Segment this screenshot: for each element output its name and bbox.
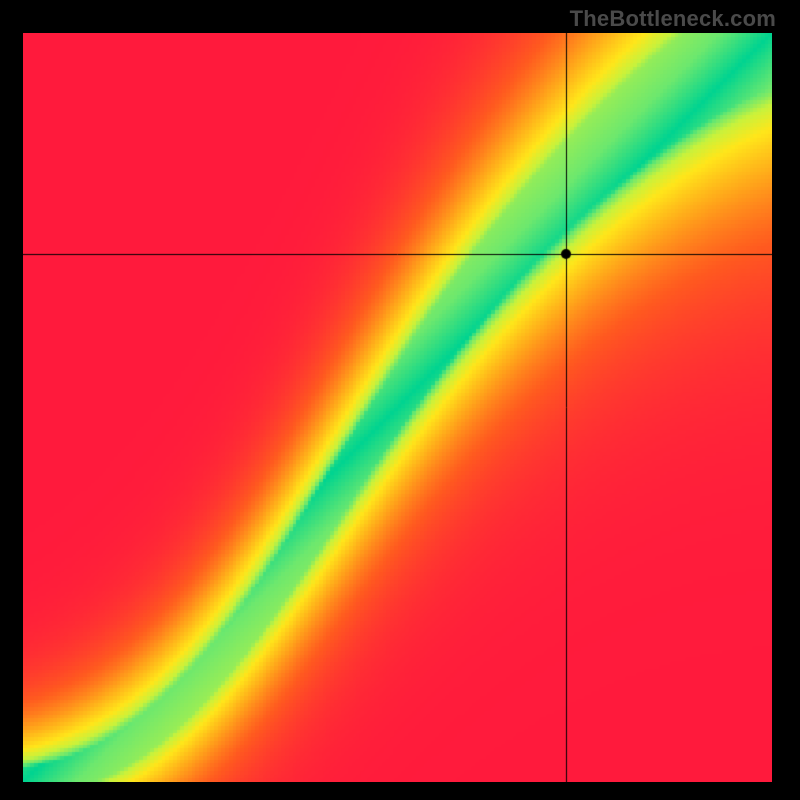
crosshair-overlay: [23, 33, 772, 782]
watermark-text: TheBottleneck.com: [570, 6, 776, 32]
bottleneck-figure: { "watermark": { "text": "TheBottleneck.…: [0, 0, 800, 800]
